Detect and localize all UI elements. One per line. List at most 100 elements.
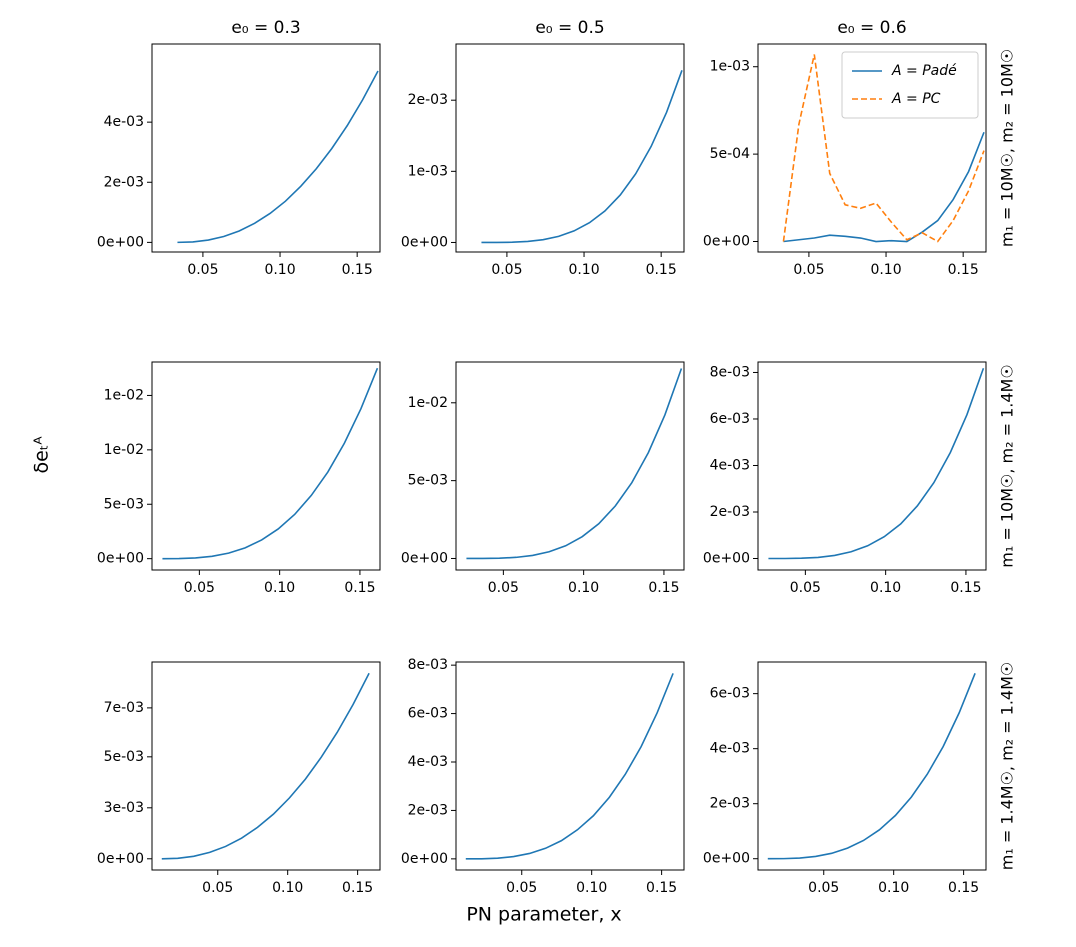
x-tick-label: 0.10 (576, 880, 607, 896)
y-tick-label: 5e-03 (104, 496, 144, 512)
row-label: m₁ = 10M☉, m₂ = 10M☉ (998, 49, 1017, 247)
panel: 0.05 0.10 0.15 0e+00 5e-03 1e-02 1e-02 (97, 361, 381, 596)
panel: 0.05 0.10 0.15 0e+00 2e-03 4e-03 e₀ = 0.3 (97, 18, 381, 278)
y-tick-label: 2e-03 (408, 802, 448, 818)
y-tick-label: 2e-03 (710, 504, 750, 520)
y-tick-label: 1e-03 (408, 163, 448, 179)
plot-frame (151, 43, 381, 253)
y-tick-label: 2e-03 (710, 796, 750, 812)
y-tick-label: 7e-03 (104, 700, 144, 716)
x-tick-label: 0.05 (202, 880, 233, 896)
y-tick-label: 0e+00 (401, 550, 448, 566)
y-tick-label: 3e-03 (104, 800, 144, 816)
x-tick-label: 0.10 (870, 580, 901, 596)
y-tick-label: 0e+00 (97, 551, 144, 567)
y-tick-label: 0e+00 (401, 234, 448, 250)
x-tick-label: 0.15 (342, 880, 373, 896)
y-tick-label: 0e+00 (97, 851, 144, 867)
y-tick-label: 4e-03 (408, 754, 448, 770)
x-tick-label: 0.15 (344, 580, 375, 596)
y-tick-label: 0e+00 (703, 851, 750, 867)
y-tick-label: 2e-03 (104, 174, 144, 190)
panel-title: e₀ = 0.6 (837, 18, 906, 38)
y-tick-label: 8e-03 (710, 364, 750, 380)
panel-title: e₀ = 0.3 (231, 18, 300, 38)
y-tick-label: 8e-03 (408, 657, 448, 673)
data-line (466, 368, 683, 560)
plot-frame (757, 661, 987, 871)
x-tick-label: 0.15 (948, 262, 979, 278)
y-axis-label: δeₜᴬ (31, 436, 53, 474)
data-line (783, 131, 985, 243)
x-tick-label: 0.15 (646, 262, 677, 278)
x-tick-label: 0.10 (272, 880, 303, 896)
panel: 0.05 0.10 0.15 0e+00 5e-04 1e-03 e₀ = 0.6 m₁ = … (703, 18, 1017, 278)
panel-title: e₀ = 0.5 (535, 18, 604, 38)
plot-frame (151, 661, 381, 871)
panel: 0.05 0.10 0.15 0e+00 2e-03 4e-03 6e-03 8e-03 m₁ … (703, 361, 1017, 596)
x-tick-label: 0.10 (264, 580, 295, 596)
x-tick-label: 0.05 (184, 580, 215, 596)
legend-box (841, 51, 979, 119)
data-line (465, 673, 674, 860)
data-line (162, 367, 379, 560)
legend-label: A = PC (891, 91, 941, 107)
row-label: m₁ = 1.4M☉, m₂ = 1.4M☉ (998, 662, 1017, 871)
data-line (177, 70, 379, 244)
plot-frame (455, 361, 685, 571)
y-tick-label: 6e-03 (408, 706, 448, 722)
y-tick-label: 4e-03 (104, 114, 144, 130)
y-tick-label: 5e-03 (408, 473, 448, 489)
panel: 0.05 0.10 0.15 0e+00 2e-03 4e-03 6e-03 m₁ = 1.4… (703, 661, 1017, 896)
x-tick-label: 0.05 (491, 262, 522, 278)
x-tick-label: 0.05 (506, 880, 537, 896)
x-tick-label: 0.10 (568, 262, 599, 278)
x-tick-label: 0.15 (948, 880, 979, 896)
x-tick-label: 0.15 (950, 580, 981, 596)
y-tick-label: 4e-03 (710, 741, 750, 757)
y-tick-label: 1e-02 (104, 442, 144, 458)
data-line (767, 672, 976, 860)
y-tick-label: 4e-03 (710, 457, 750, 473)
panel: 0.05 0.10 0.15 0e+00 2e-03 4e-03 6e-03 8e-03 (401, 657, 685, 896)
panel: 0.05 0.10 0.15 0e+00 5e-03 1e-02 (401, 361, 685, 596)
panel: 0.05 0.10 0.15 0e+00 1e-03 2e-03 e₀ = 0.5 (401, 18, 685, 278)
x-axis-label: PN parameter, x (466, 904, 621, 926)
x-tick-label: 0.15 (342, 262, 373, 278)
x-tick-label: 0.05 (187, 262, 218, 278)
panel: 0.05 0.10 0.15 0e+00 3e-03 5e-03 7e-03 (97, 661, 381, 896)
x-tick-label: 0.05 (808, 880, 839, 896)
data-line (481, 70, 683, 244)
plot-frame (757, 43, 987, 253)
y-tick-label: 0e+00 (97, 234, 144, 250)
y-tick-label: 0e+00 (401, 851, 448, 867)
plot-frame (151, 361, 381, 571)
data-line (768, 368, 985, 560)
legend-label: A = Padé (891, 63, 957, 79)
x-tick-label: 0.15 (646, 880, 677, 896)
x-tick-label: 0.10 (264, 262, 295, 278)
x-tick-label: 0.05 (790, 580, 821, 596)
data-line (782, 54, 985, 243)
y-tick-label: 2e-03 (408, 92, 448, 108)
plot-frame (455, 661, 685, 871)
y-tick-label: 5e-04 (710, 146, 750, 162)
x-tick-label: 0.10 (878, 880, 909, 896)
x-tick-label: 0.10 (870, 262, 901, 278)
row-label: m₁ = 10M☉, m₂ = 1.4M☉ (998, 364, 1017, 567)
y-tick-label: 0e+00 (703, 551, 750, 567)
y-tick-label: 5e-03 (104, 749, 144, 765)
y-tick-label: 1e-02 (104, 387, 144, 403)
x-tick-label: 0.05 (793, 262, 824, 278)
x-tick-label: 0.10 (568, 580, 599, 596)
y-tick-label: 6e-03 (710, 411, 750, 427)
x-tick-label: 0.15 (648, 580, 679, 596)
plot-frame (757, 361, 987, 571)
y-tick-label: 1e-02 (408, 395, 448, 411)
x-tick-label: 0.05 (488, 580, 519, 596)
data-line (161, 672, 370, 860)
y-tick-label: 1e-03 (710, 59, 750, 75)
plot-frame (455, 43, 685, 253)
y-tick-label: 6e-03 (710, 686, 750, 702)
